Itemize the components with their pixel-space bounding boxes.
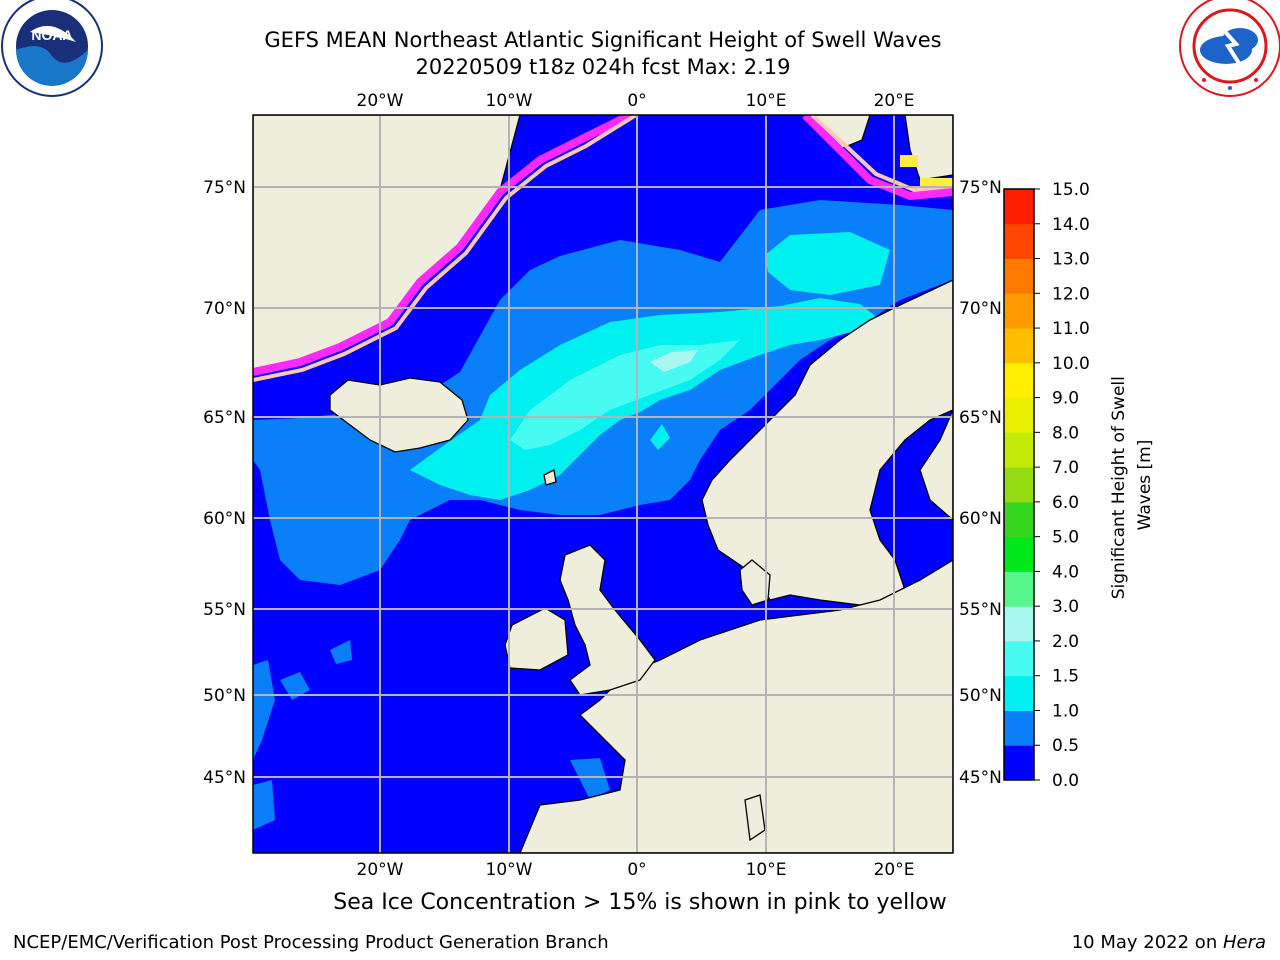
colorbar-tick-label: 13.0 — [1052, 250, 1090, 270]
colorbar-tick-label: 9.0 — [1052, 389, 1079, 409]
lat-label-right: 60°N — [959, 509, 1002, 529]
noaa-logo: NOAA — [1, 0, 103, 97]
sea-ice-patch2 — [920, 178, 953, 186]
colorbar-segment — [1004, 189, 1034, 225]
colorbar-segment — [1004, 501, 1034, 538]
lat-label-left: 70°N — [203, 299, 246, 319]
sea-ice-caption: Sea Ice Concentration > 15% is shown in … — [333, 890, 947, 915]
colorbar-tick-label: 12.0 — [1052, 284, 1090, 304]
denmark — [739, 559, 771, 606]
colorbar-label-line2: Waves [m] — [1135, 440, 1155, 531]
sea-ice-edge-greenland — [253, 115, 632, 376]
faroe-islands — [543, 469, 557, 486]
colorbar-segment — [1004, 258, 1034, 294]
noaa-logo-text: NOAA — [31, 27, 72, 43]
lat-label-left: 55°N — [203, 600, 246, 620]
lat-label-right: 55°N — [959, 600, 1002, 620]
swell-band-0.5-1.0-west — [253, 660, 275, 760]
map-area — [253, 115, 953, 853]
colorbar-segment — [1004, 467, 1034, 503]
iceland — [329, 377, 469, 453]
colorbar-frame — [1003, 188, 1035, 781]
colorbar-tick-label: 0.0 — [1052, 771, 1079, 791]
swell-band-0.5-1.0-south — [253, 780, 275, 830]
finland-baltics — [919, 409, 953, 521]
colorbar: 0.0 0.5 1.0 1.5 2.0 3.0 4.0 5.0 6.0 7.0 8.0 9.0 10.0… — [1003, 180, 1090, 791]
lat-label-right: 70°N — [959, 299, 1002, 319]
colorbar-segment — [1004, 606, 1034, 642]
colorbar-segment — [1004, 675, 1034, 711]
swell-band-1.0-1.5-north — [765, 232, 890, 295]
sea-ice-patch — [900, 155, 918, 167]
colorbar-segment — [1004, 223, 1034, 260]
colorbar-segment — [1004, 362, 1034, 399]
great-britain — [559, 544, 656, 696]
colorbar-label-line1: Significant Height of Swell — [1109, 376, 1129, 599]
lat-label-left: 65°N — [203, 408, 246, 428]
swell-band-0.5-1.0-biscay — [570, 758, 610, 800]
lat-label-left: 60°N — [203, 509, 246, 529]
swell-band-0.5-1.0-patch2 — [330, 640, 352, 664]
colorbar-segment — [1004, 571, 1034, 607]
lon-label-top: 0° — [627, 91, 646, 111]
colorbar-tick-label: 15.0 — [1052, 180, 1090, 200]
colorbar-tick-label: 8.0 — [1052, 423, 1079, 443]
colorbar-segment — [1004, 745, 1034, 781]
swell-band-1.0-1.5-patch — [650, 424, 670, 450]
colorbar-tick-label: 7.0 — [1052, 458, 1079, 478]
lon-label-top: 10°E — [746, 91, 787, 111]
footer-credit: NCEP/EMC/Verification Post Processing Pr… — [13, 932, 609, 953]
colorbar-tick-label: 11.0 — [1052, 319, 1090, 339]
swell-band-1.5-2.0 — [510, 340, 740, 450]
lon-label-top: 20°E — [874, 91, 915, 111]
lat-label-right: 50°N — [959, 686, 1002, 706]
footer-date-text: 10 May 2022 on — [1071, 932, 1223, 953]
sea-ice-edge-svalbard — [802, 115, 953, 201]
swell-band-2.0-plus — [650, 350, 698, 372]
sea-ice-edge-svalbard-inner — [810, 115, 953, 193]
lon-label-top: 20°W — [357, 91, 404, 111]
colorbar-tick-label: 0.5 — [1052, 736, 1079, 756]
lon-label-bottom: 0° — [627, 860, 646, 880]
colorbar-tick-label: 4.0 — [1052, 562, 1079, 582]
colorbar-tick-label: 6.0 — [1052, 493, 1079, 513]
lon-label-top: 10°W — [486, 91, 533, 111]
lat-label-right: 45°N — [959, 768, 1002, 788]
lat-label-left: 50°N — [203, 686, 246, 706]
colorbar-tick-label: 3.0 — [1052, 597, 1079, 617]
sea-ice-edge-greenland-inner — [253, 115, 638, 382]
chart-subtitle: 20220509 t18z 024h fcst Max: 2.19 — [415, 55, 791, 79]
colorbar-segment — [1004, 328, 1034, 364]
colorbar-segment — [1004, 397, 1034, 433]
colorbar-label: Significant Height of Swell Waves [m] — [1109, 371, 1155, 600]
lon-label-bottom: 20°E — [874, 860, 915, 880]
colorbar-tick-label: 14.0 — [1052, 215, 1090, 235]
colorbar-tick-label: 1.0 — [1052, 701, 1079, 721]
colorbar-segment — [1004, 710, 1034, 746]
colorbar-tick-label: 2.0 — [1052, 632, 1079, 652]
footer-host: Hera — [1222, 932, 1266, 953]
colorbar-tick-label: 1.5 — [1052, 667, 1079, 687]
colorbar-segment — [1004, 293, 1034, 329]
lat-label-left: 45°N — [203, 768, 246, 788]
map-frame — [252, 114, 954, 854]
graticule — [253, 115, 953, 853]
lon-label-bottom: 10°W — [486, 860, 533, 880]
lat-label-right: 75°N — [959, 178, 1002, 198]
colorbar-segment — [1004, 432, 1034, 468]
chart-title: GEFS MEAN Northeast Atlantic Significant… — [264, 28, 942, 52]
lon-label-bottom: 20°W — [357, 860, 404, 880]
colorbar-segment — [1004, 640, 1034, 677]
lat-label-right: 65°N — [959, 408, 1002, 428]
swell-band-0.5-1.0-patch — [280, 672, 310, 700]
colorbar-tick-label: 10.0 — [1052, 354, 1090, 374]
colorbar-segment — [1004, 536, 1034, 572]
footer-date: 10 May 2022 on Hera — [1072, 932, 1266, 953]
lon-label-bottom: 10°E — [746, 860, 787, 880]
colorbar-tick-label: 5.0 — [1052, 528, 1079, 548]
nws-logo — [1179, 0, 1280, 97]
lat-label-left: 75°N — [203, 178, 246, 198]
